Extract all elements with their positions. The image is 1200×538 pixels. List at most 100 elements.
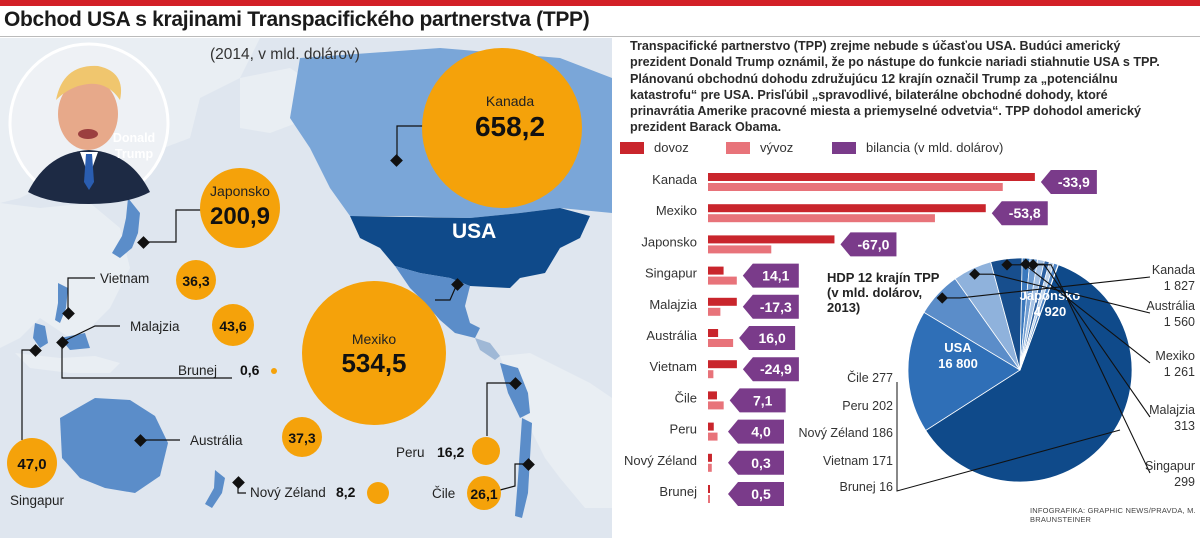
pie-slice-usa [925, 264, 1133, 483]
bubble-cile-value: 26,1 [470, 486, 497, 502]
bar-vyvoz-novy-zeland [708, 463, 712, 472]
bar-vyvoz-brunej [708, 495, 710, 503]
bar-label-malajzia: Malajzia [649, 297, 697, 312]
pie-value-singapur: 299 [1174, 475, 1195, 489]
leader-peru [486, 382, 515, 436]
bubble-peru-value: 16,2 [437, 444, 464, 460]
pie-title: HDP 12 krajín TPP (v mld. dolárov, 2013) [827, 270, 940, 315]
bubble-japonsko [200, 168, 280, 248]
balance-value-vietnam: -24,9 [760, 361, 792, 377]
legend-label-vyvoz: vývoz [760, 140, 794, 155]
bubble-brunej-value: 0,6 [240, 362, 260, 378]
bubble-cile-name: Čile [432, 486, 455, 501]
pie-value-japonsko: 4 920 [1034, 304, 1067, 319]
bubble-malajzia-value: 43,6 [219, 318, 246, 334]
pie-label-singapur: Singapur [1145, 459, 1195, 473]
land-china-asia [0, 203, 130, 348]
land-central-america [475, 338, 500, 360]
bar-dovoz-brunej [708, 485, 710, 493]
land-new-zealand [205, 470, 225, 508]
bar-vyvoz-malajzia [708, 307, 721, 316]
bubble-kanada [422, 48, 582, 208]
land-usa [350, 208, 590, 288]
bubble-mexiko [302, 281, 446, 425]
bubble-malajzia [212, 304, 254, 346]
leader-mexiko [435, 283, 458, 301]
bar-vyvoz-mexiko [708, 214, 935, 223]
balance-value-kanada: -33,9 [1058, 174, 1090, 190]
bar-label-cile: Čile [675, 390, 697, 405]
bar-vyvoz-japonsko [708, 245, 772, 254]
bar-label-mexiko: Mexiko [656, 203, 697, 218]
bubble-vietnam-value: 36,3 [182, 273, 209, 289]
bubble-japonsko-name: Japonsko [210, 183, 270, 199]
balance-value-peru: 4,0 [751, 424, 771, 440]
pie-marker-australia [969, 268, 981, 280]
top-accent-bar [0, 0, 1200, 6]
balance-value-brunej: 0,5 [751, 486, 771, 502]
intro-paragraph: Transpacifické partnerstvo (TPP) zrejme … [630, 39, 1160, 135]
balance-tag-novy-zeland [728, 450, 784, 475]
page-title: Obchod USA s krajinami Transpacifického … [4, 8, 590, 31]
bar-label-australia: Austrália [646, 328, 697, 343]
legend-label-dovoz: dovoz [654, 140, 689, 155]
land-indonesia [15, 353, 120, 373]
balance-tag-vietnam [742, 357, 799, 382]
bubble-layer: USA Kanada 658,2 Mexiko 534,5 Japonsko 2… [7, 48, 582, 510]
pie-label-vietnam: Vietnam 171 [823, 454, 893, 468]
pie-slice-japonsko [907, 311, 1021, 431]
bubble-singapur-name: Singapur [10, 493, 65, 508]
bubble-japonsko-value: 200,9 [210, 203, 270, 230]
pie-label-cile: Čile 277 [847, 370, 893, 385]
bar-label-kanada: Kanada [652, 172, 698, 187]
pie-marker-mexiko [1001, 259, 1013, 271]
usa-label: USA [452, 220, 496, 243]
leader-kanada [396, 125, 428, 160]
balance-value-singapur: 14,1 [762, 268, 789, 284]
balance-tag-singapur [742, 263, 799, 288]
pie-leader-singapur [1033, 264, 1151, 474]
bar-dovoz-malajzia [708, 297, 737, 306]
pie-label-kanada: Kanada [1152, 263, 1195, 277]
balance-value-japonsko: -67,0 [858, 236, 890, 252]
bubble-australia-name: Austrália [190, 433, 243, 448]
bar-label-vietnam: Vietnam [650, 359, 697, 374]
bar-vyvoz-peru [708, 432, 718, 441]
pie-slice-brunej [1019, 264, 1059, 371]
leader-japonsko [143, 209, 205, 243]
bar-vyvoz-singapur [708, 276, 737, 285]
leader-vietnam [67, 277, 95, 313]
legend-swatch-vyvoz [726, 142, 750, 154]
trade-map: Donald Trump (2014, v mld. dolárov) [0, 38, 612, 538]
bubble-cile [467, 476, 501, 510]
bar-vyvoz-kanada [708, 183, 1003, 191]
bubble-vietnam [176, 260, 216, 300]
leader-singapur [21, 349, 35, 440]
bubble-brunej-name: Brunej [178, 363, 217, 378]
bubble-kanada-name: Kanada [486, 93, 534, 109]
pie-label-usa: USA [944, 340, 972, 355]
map-subtitle: (2014, v mld. dolárov) [210, 46, 360, 63]
balance-value-novy-zeland: 0,3 [751, 455, 771, 471]
pie-label-novy-zeland: Nový Zéland 186 [798, 426, 893, 440]
balance-value-cile: 7,1 [753, 392, 773, 408]
leader-malajzia [61, 325, 120, 343]
bar-dovoz-australia [708, 329, 719, 337]
bubble-peru-name: Peru [396, 445, 425, 460]
bubble-novy-zeland [367, 482, 389, 504]
balance-value-malajzia: -17,3 [760, 299, 792, 315]
balance-tag-australia [739, 326, 796, 350]
land-vietnam [55, 283, 68, 323]
bubble-singapur-value: 47,0 [17, 456, 46, 473]
bubble-singapur [7, 438, 57, 488]
balance-tag-mexiko [991, 201, 1048, 226]
bar-dovoz-kanada [708, 173, 1035, 181]
bar-vyvoz-australia [708, 339, 734, 347]
bubble-brunej [271, 368, 277, 374]
pie-value-malajzia: 313 [1174, 419, 1195, 433]
bubble-vietnam-name: Vietnam [100, 271, 149, 286]
land-japan [112, 198, 140, 258]
land-australia [60, 398, 168, 493]
pie-value-mexiko: 1 261 [1164, 365, 1195, 379]
bubble-novy-zeland-name: Nový Zéland [250, 485, 326, 500]
